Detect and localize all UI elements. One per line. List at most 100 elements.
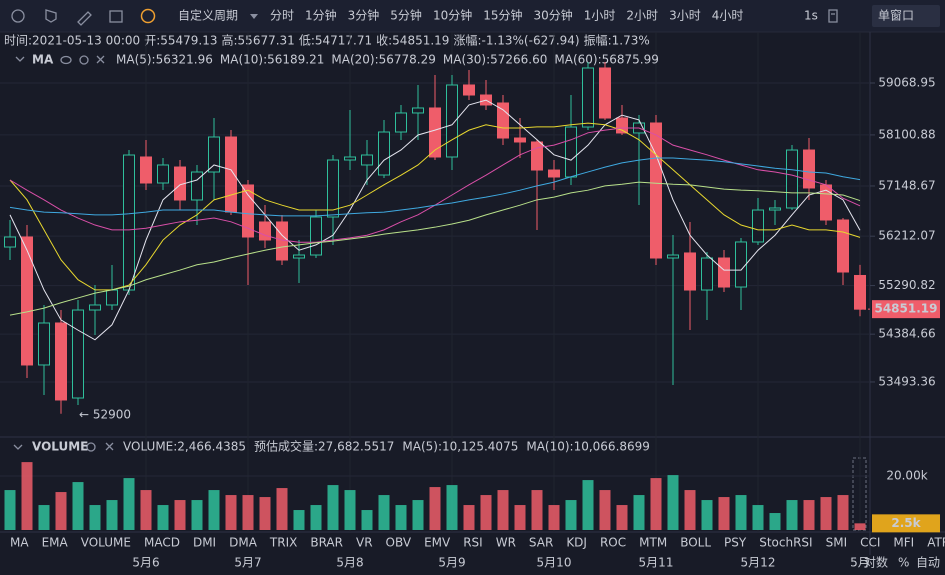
candle-body [514, 137, 526, 143]
y-tick-label: 54384.66 [878, 327, 935, 341]
interval-button[interactable]: 分时 [270, 9, 294, 23]
volume-bar [650, 478, 662, 530]
legend-entry: MA(60):56875.99 [554, 53, 659, 67]
indicator-tab[interactable]: EMA [42, 536, 69, 550]
interval-button[interactable]: 4小时 [712, 9, 744, 23]
candle-body [361, 154, 373, 166]
interval-button[interactable]: 3小时 [669, 9, 701, 23]
indicator-tab[interactable]: BOLL [680, 536, 711, 550]
indicator-tab[interactable]: TRIX [269, 536, 297, 550]
dropdown-arrow[interactable] [250, 14, 258, 19]
icon-clock[interactable] [11, 9, 25, 23]
interval-button[interactable]: 2小时 [626, 9, 658, 23]
volume-bar [55, 492, 67, 530]
interval-button[interactable]: 30分钟 [534, 8, 573, 23]
candle-body [854, 274, 866, 310]
icon-indicator[interactable] [140, 8, 156, 24]
candle-body [4, 236, 16, 248]
candle-body [718, 257, 730, 288]
volume-bar [174, 500, 186, 530]
info-value: 2021-05-13 00:00 [32, 34, 140, 48]
indicator-tab[interactable]: OBV [386, 536, 412, 550]
volume-icons[interactable] [13, 442, 114, 452]
icon-gear[interactable] [79, 55, 89, 65]
toolbar-icons[interactable] [11, 5, 940, 27]
interval-button[interactable]: 1分钟 [305, 8, 337, 23]
collapse[interactable] [13, 444, 23, 450]
candle-body [412, 107, 424, 114]
interval-button[interactable]: 3分钟 [348, 8, 380, 23]
ma-icons[interactable] [15, 55, 105, 65]
legend-entry: MA(20):56778.29 [331, 53, 436, 67]
volume-bar [208, 490, 220, 530]
interval-button[interactable]: 5分钟 [390, 8, 422, 23]
period-select[interactable]: 自定义周期 [178, 8, 238, 23]
interval-button[interactable]: 15分钟 [483, 8, 522, 23]
window-button[interactable] [872, 5, 940, 27]
candle-body [446, 84, 458, 158]
icon-fullscreen[interactable] [828, 9, 838, 23]
indicator-tab[interactable]: CCI [860, 536, 880, 550]
interval-button[interactable]: 10分钟 [433, 8, 472, 23]
indicator-tab[interactable]: MA [10, 536, 29, 550]
candle-body [769, 207, 781, 211]
candle-body [582, 67, 594, 128]
window-label[interactable]: 单窗口 [878, 9, 914, 23]
icon-draw[interactable] [77, 11, 92, 26]
icon-gear[interactable] [86, 442, 96, 452]
indicator-tab[interactable]: DMI [193, 536, 216, 550]
candle-body [72, 309, 84, 399]
indicator-tab[interactable]: VOLUME [81, 536, 131, 550]
volume-bar [446, 485, 458, 530]
candle-body [140, 156, 152, 184]
volume-label: VOLUME [32, 440, 88, 454]
indicator-tab[interactable]: WR [496, 536, 516, 550]
volume-label-bg [872, 514, 940, 533]
axis-control[interactable]: 对数 [864, 555, 888, 570]
candle-body [497, 102, 509, 139]
volume-bar [123, 478, 135, 530]
speed[interactable]: 1s [804, 9, 818, 23]
indicator-tab[interactable]: MTM [639, 536, 667, 550]
volume-legend: 预估成交量:27,682.5517 [254, 439, 394, 454]
axis-control[interactable]: 自动 [916, 556, 940, 570]
candle-body [429, 107, 441, 158]
icon-close[interactable] [105, 442, 114, 451]
volume-bar [480, 495, 492, 530]
indicator-tab[interactable]: RSI [463, 536, 483, 550]
volume-legend: MA(5):10,125.4075 [402, 440, 518, 454]
indicator-tab[interactable]: DMA [229, 536, 258, 550]
icon-close[interactable] [96, 55, 105, 64]
icon-settings[interactable] [45, 9, 57, 23]
indicator-tab[interactable]: SMI [826, 536, 848, 550]
collapse[interactable] [15, 56, 25, 62]
volume-bar [701, 500, 713, 530]
indicator-tab[interactable]: StochRSI [759, 536, 812, 550]
volume-bar [140, 490, 152, 530]
indicator-tab[interactable]: EMV [424, 536, 451, 550]
indicator-tab[interactable]: KDJ [566, 536, 587, 550]
axis-control[interactable]: % [898, 556, 909, 570]
x-tick-label: 5月8 [336, 556, 363, 570]
volume-bar [242, 495, 254, 530]
indicator-tab[interactable]: BRAR [310, 536, 343, 550]
candle-body [89, 304, 101, 311]
candle-body [208, 136, 220, 173]
volume-value-label: 2.5k [891, 516, 921, 530]
indicator-tab[interactable]: PSY [724, 536, 747, 550]
indicator-tab[interactable]: ATR [927, 536, 945, 550]
y-tick-label: 59068.95 [878, 76, 935, 90]
indicator-tab[interactable]: SAR [529, 536, 553, 550]
indicator-tab[interactable]: ROC [600, 536, 626, 550]
interval-button[interactable]: 1小时 [584, 9, 616, 23]
indicator-tab[interactable]: MFI [893, 536, 914, 550]
indicator-tab[interactable]: MACD [144, 536, 180, 550]
volume-bar [599, 490, 611, 530]
icon-save[interactable] [109, 10, 123, 23]
volume-bar [854, 523, 866, 530]
indicator-tab[interactable]: VR [356, 536, 373, 550]
volume-bar [72, 482, 84, 530]
icon-eye[interactable] [60, 55, 72, 65]
